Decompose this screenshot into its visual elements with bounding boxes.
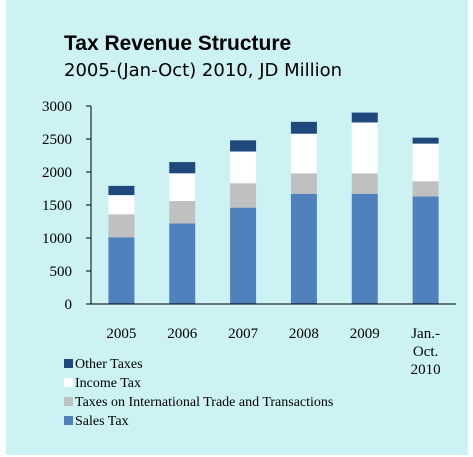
x-tick-label: 2005 (106, 326, 136, 342)
bar-segment (230, 151, 257, 184)
bar-segment (290, 193, 317, 304)
x-tick-label-line: 2010 (411, 362, 441, 378)
y-tick-label: 500 (50, 264, 73, 280)
bar-segment (108, 214, 135, 238)
x-tick-label-line: Jan.- (411, 326, 440, 342)
x-tick-label-line: 2008 (289, 326, 319, 342)
bar-segment (169, 201, 196, 224)
bar-segment (412, 181, 439, 197)
x-tick-label: 2007 (228, 326, 259, 342)
bar-segment (412, 143, 439, 182)
bar-segment (230, 140, 257, 152)
x-tick-label-line: 2006 (167, 326, 198, 342)
chart-card: Tax Revenue Structure 2005-(Jan-Oct) 201… (6, 0, 468, 455)
legend: Other Taxes Income Tax Taxes on Internatio… (64, 357, 333, 429)
bar-segment (351, 193, 378, 304)
stacked-bar-chart: Tax Revenue Structure 2005-(Jan-Oct) 201… (42, 32, 456, 429)
bar-segment (351, 173, 378, 194)
bar-segment (412, 196, 439, 304)
bar-segment (351, 112, 378, 123)
y-tick-label: 2500 (42, 132, 72, 148)
bar-segment (169, 223, 196, 304)
y-tick-label: 1500 (42, 198, 72, 214)
x-tick-label: 2009 (350, 326, 380, 342)
legend-label: Sales Tax (75, 414, 129, 429)
x-tick-label-line: 2009 (350, 326, 380, 342)
bar-segment (230, 183, 257, 208)
bar-segment (169, 173, 196, 202)
legend-swatch (64, 359, 73, 368)
legend-swatch (64, 397, 73, 406)
bar-segment (290, 121, 317, 134)
x-tick-label-line: 2007 (228, 326, 259, 342)
bar-segment (108, 237, 135, 304)
y-tick-label: 1000 (42, 231, 72, 247)
chart-title: Tax Revenue Structure (64, 32, 291, 55)
x-tick-label-line: 2005 (106, 326, 136, 342)
chart-subtitle: 2005-(Jan-Oct) 2010, JD Million (64, 60, 342, 81)
bar-segment (108, 185, 135, 196)
bar-segment (169, 162, 196, 174)
bar-segment (412, 137, 439, 144)
bar-segment (230, 207, 257, 304)
legend-swatch (64, 378, 73, 387)
y-tick-label: 2000 (42, 165, 72, 181)
bar-segment (108, 195, 135, 215)
bars (108, 112, 439, 304)
legend-label: Income Tax (75, 376, 141, 391)
legend-swatch (64, 416, 73, 425)
bar-segment (351, 122, 378, 174)
x-tick-label: Jan.- Oct. 2010 (411, 326, 441, 378)
bar-segment (290, 133, 317, 174)
legend-label: Taxes on International Trade and Transac… (75, 395, 333, 410)
legend-label: Other Taxes (75, 357, 143, 372)
bar-segment (290, 173, 317, 194)
y-axis: 0 500 1000 1500 2000 2500 3000 (42, 99, 92, 313)
x-tick-label: 2008 (289, 326, 319, 342)
x-tick-label: 2006 (167, 326, 198, 342)
x-tick-label-line: Oct. (413, 344, 438, 360)
y-tick-label: 0 (65, 297, 73, 313)
x-axis: 2005 2006 2007 2008 2009 Jan.- Oct. 2010 (91, 303, 456, 378)
y-tick-label: 3000 (42, 99, 72, 115)
